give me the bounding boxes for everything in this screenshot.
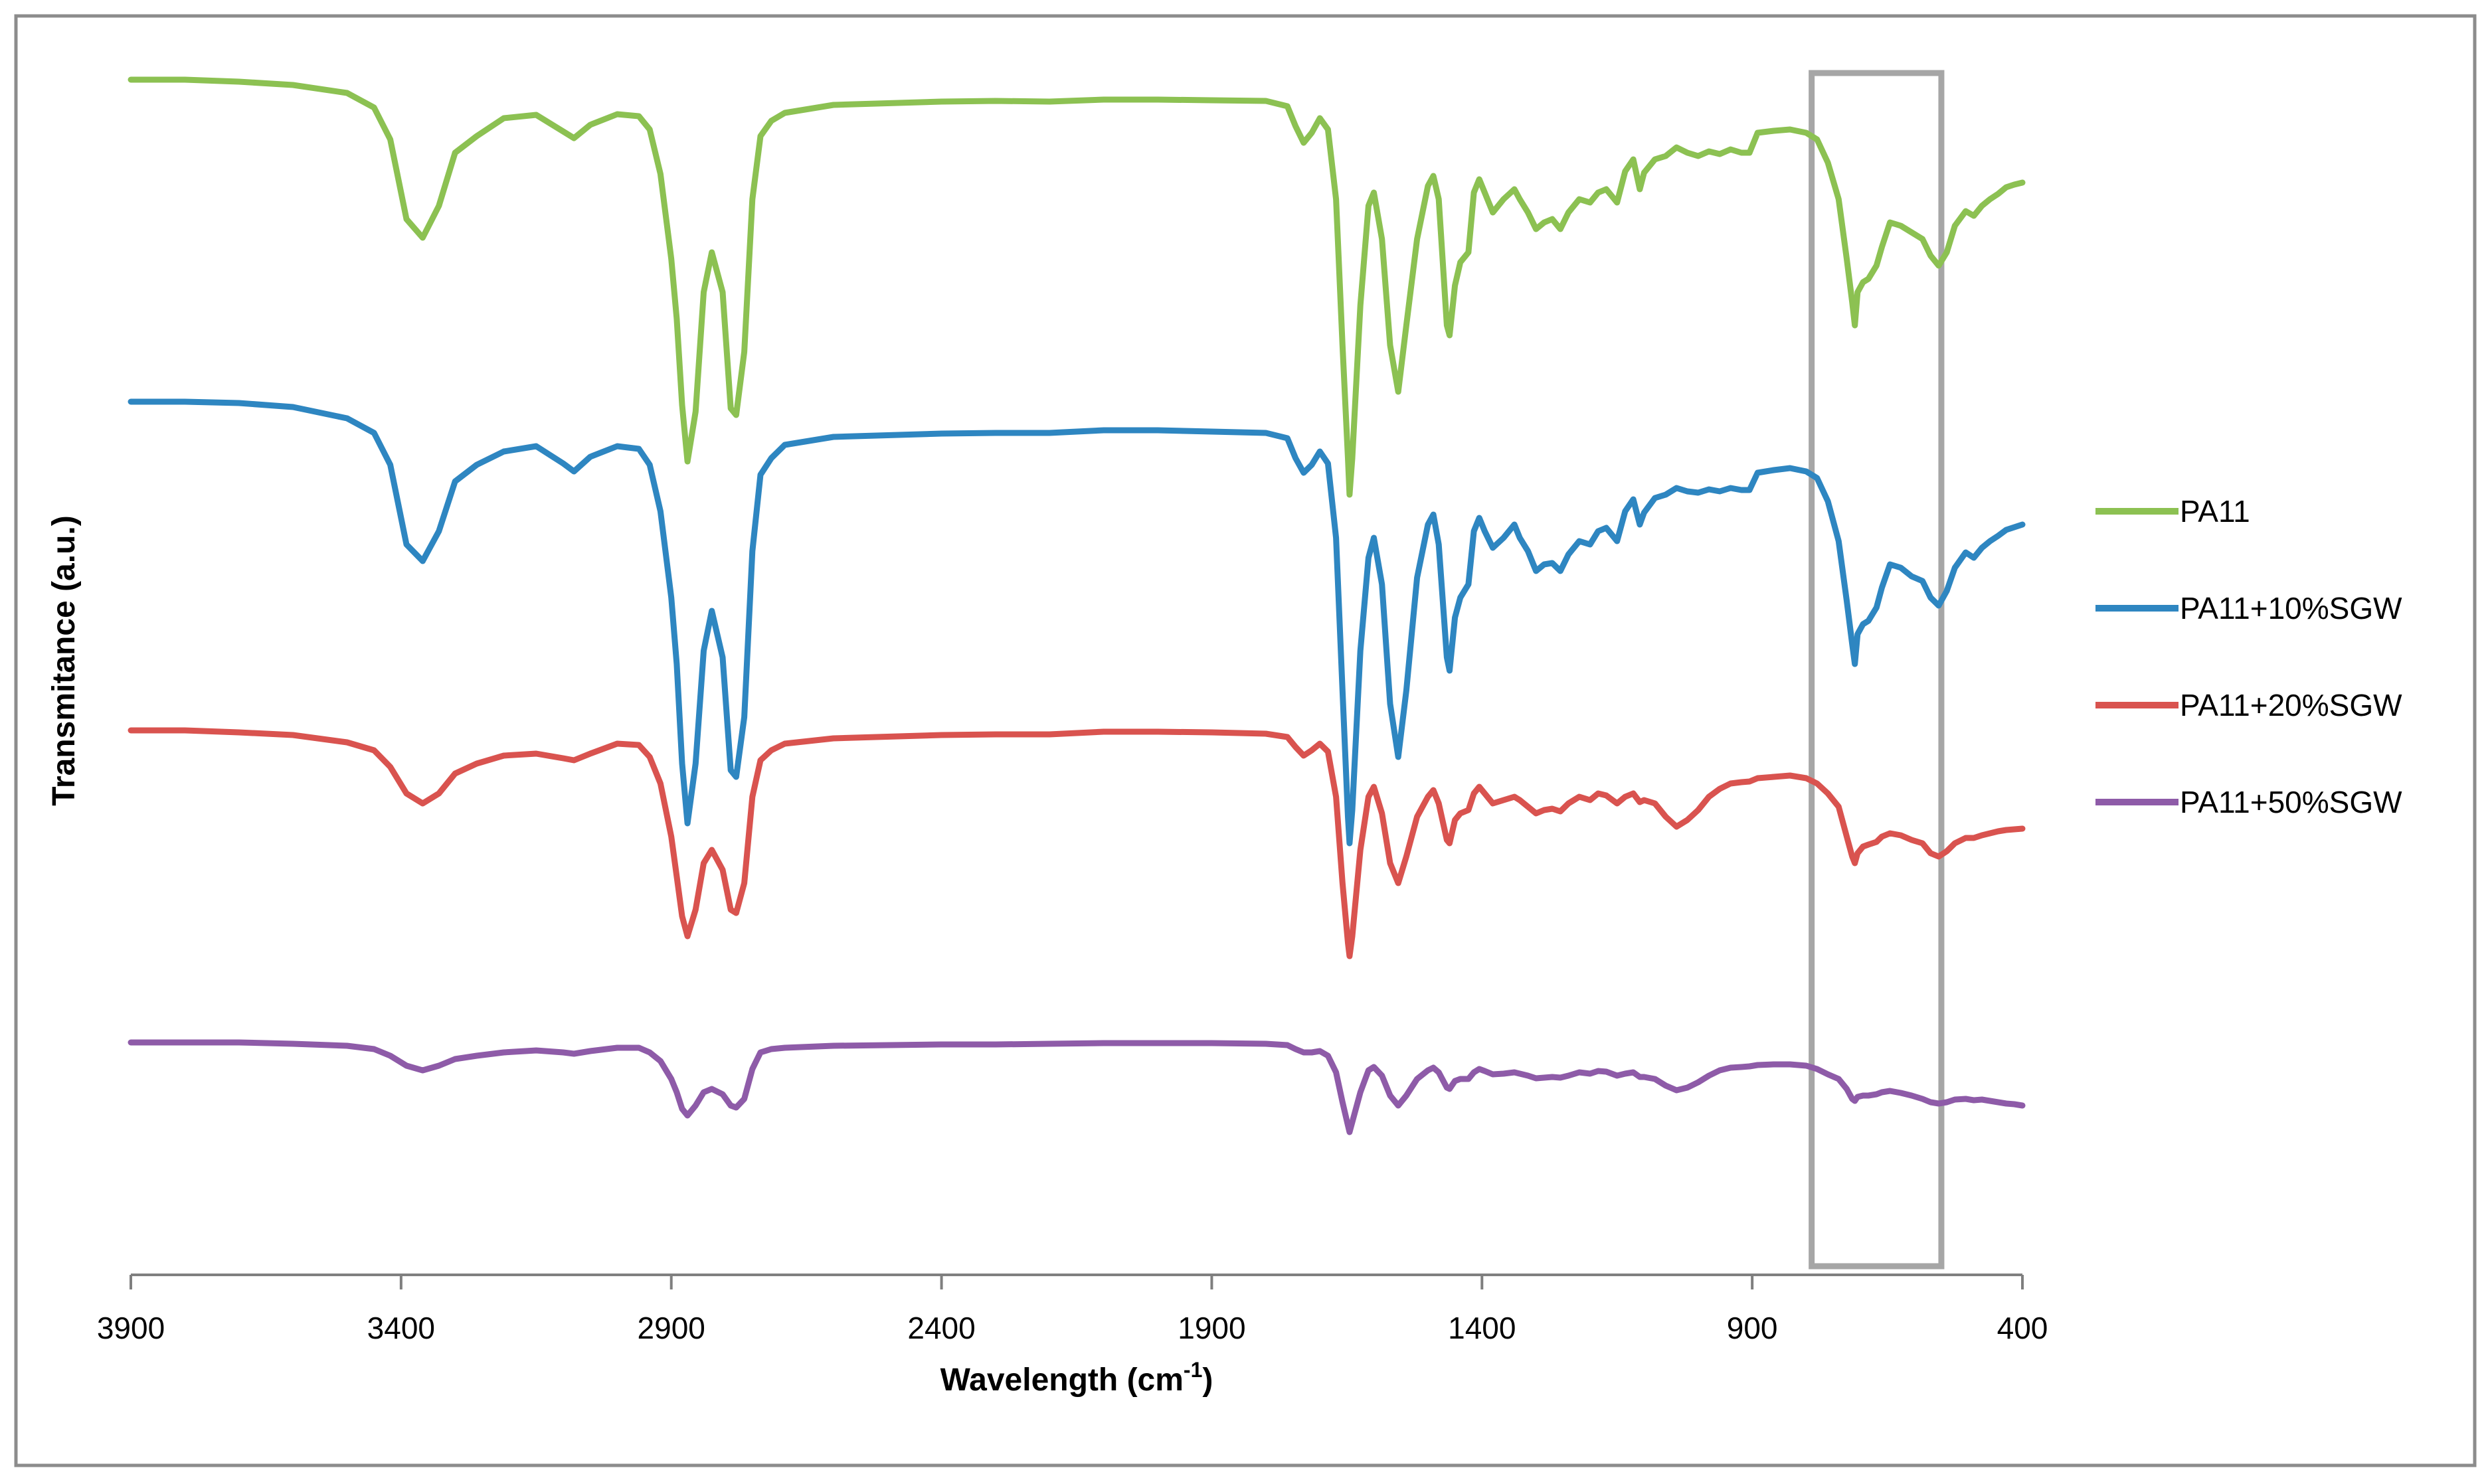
x-tick-label: 2400 <box>907 1311 975 1345</box>
series-line-4 <box>128 1039 2026 1135</box>
series-line-3 <box>128 727 2026 959</box>
x-tick-label: 1400 <box>1448 1311 1516 1345</box>
chart-frame <box>14 14 2477 1467</box>
highlight-box <box>1809 70 1945 1270</box>
x-tick-label: 3900 <box>97 1311 165 1345</box>
plot-area <box>128 70 2026 1270</box>
x-axis-title-superscript: -1 <box>1184 1358 1202 1382</box>
x-tick-label: 1900 <box>1178 1311 1245 1345</box>
legend-label-4: PA11+50%SGW <box>2180 785 2402 819</box>
x-axis-title-main: Wavelength (cm <box>940 1362 1184 1398</box>
y-axis-title: Transmitance (a.u.) <box>46 515 82 805</box>
series-line-1 <box>128 76 2026 498</box>
x-axis: 3900 3400 2900 2400 1900 1400 900 400 <box>97 1274 2048 1345</box>
x-tick-label: 2900 <box>638 1311 705 1345</box>
legend: PA11 PA11+10%SGW PA11+20%SGW PA11+50%SGW <box>2095 494 2402 819</box>
x-tick-label: 400 <box>1997 1311 2048 1345</box>
legend-label-1: PA11 <box>2180 494 2250 529</box>
x-axis-title-end: ) <box>1202 1362 1213 1398</box>
legend-label-3: PA11+20%SGW <box>2180 688 2402 722</box>
legend-label-2: PA11+10%SGW <box>2180 591 2402 625</box>
x-axis-title: Wavelength (cm-1) <box>940 1358 1213 1398</box>
x-tick-label: 3400 <box>367 1311 435 1345</box>
x-tick-label: 900 <box>1727 1311 1778 1345</box>
series-line-2 <box>128 398 2026 847</box>
